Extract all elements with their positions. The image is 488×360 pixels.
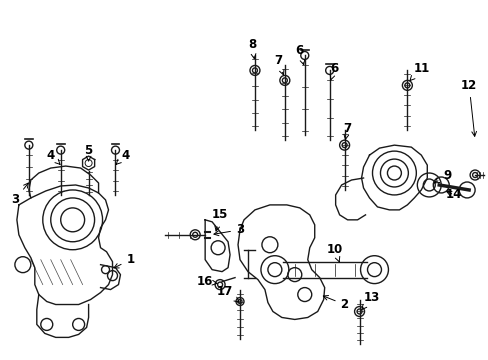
Text: 6: 6 <box>295 44 304 65</box>
Text: 2: 2 <box>323 296 348 311</box>
Text: 5: 5 <box>84 144 93 161</box>
Text: 16: 16 <box>197 275 217 288</box>
Text: 7: 7 <box>343 122 351 140</box>
Text: 4: 4 <box>46 149 60 165</box>
Text: 12: 12 <box>460 79 476 136</box>
Text: 10: 10 <box>326 243 342 262</box>
Text: 13: 13 <box>361 291 379 310</box>
Text: 9: 9 <box>434 168 450 183</box>
Text: 6: 6 <box>329 62 338 80</box>
Text: 4: 4 <box>116 149 129 165</box>
Text: 7: 7 <box>273 54 284 75</box>
Text: 3: 3 <box>11 183 28 206</box>
Text: 8: 8 <box>247 38 256 59</box>
Text: 14: 14 <box>445 188 462 202</box>
Text: 15: 15 <box>211 208 228 231</box>
Text: 1: 1 <box>114 253 134 268</box>
Text: 17: 17 <box>217 285 239 302</box>
Text: 3: 3 <box>214 223 244 236</box>
Text: 11: 11 <box>409 62 428 81</box>
